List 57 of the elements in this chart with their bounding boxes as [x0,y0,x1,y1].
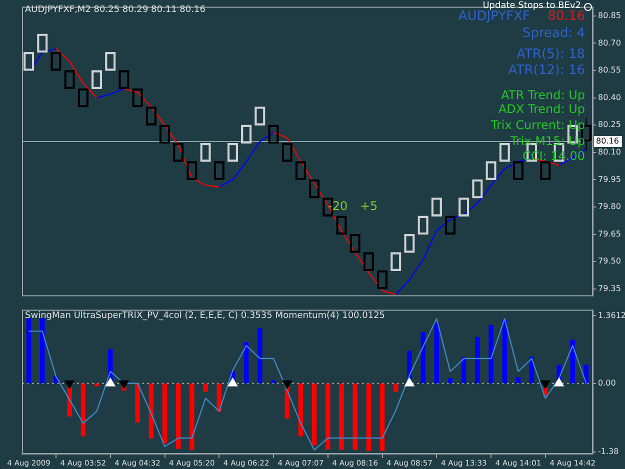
y-tick-label: 80.10 [598,147,621,156]
annotation: ATR(12): 16 [508,63,585,78]
bar [339,384,344,450]
y-tick-label: 79.35 [598,284,621,293]
bar [94,384,100,386]
bar [516,377,521,384]
bar [176,384,181,449]
annotation: -20 [328,199,348,214]
y-tick-label: 0.00 [598,378,616,388]
bar [380,384,385,451]
y-tick-label: -1.38 [598,447,619,456]
bar [244,342,249,384]
bar [40,318,45,384]
bar [420,332,426,384]
y-tick-label: 80.55 [598,66,621,75]
bar [162,384,168,444]
annotation: ADX Trend: Up [498,102,585,116]
bar [434,322,439,384]
annotation: 80.16 [548,9,585,24]
bar [26,318,32,384]
chart-title: AUDJPYFXF,M2 80.25 80.29 80.11 80.16 [25,5,206,15]
bar [148,384,154,438]
y-tick-label: 80.40 [598,92,621,102]
bar [462,357,466,384]
annotation: Update Stops to BEv2 [482,1,581,11]
bar [448,378,453,384]
annotation: Trix Current: Up [490,118,585,132]
bar [135,384,140,423]
y-tick-label: 80.85 [598,10,621,20]
annotation: ATR Trend: Up [501,88,585,102]
y-tick-label: 79.95 [598,174,621,184]
bar [326,384,330,450]
y-tick-label: 80.25 [598,120,621,130]
bar [394,384,398,392]
bar [352,384,358,450]
bar [271,380,276,384]
y-tick-label: 79.80 [598,202,621,212]
y-tick-label: 1.3612 [598,310,625,320]
chart-title: SwingMan UltraSuperTRIX_PV_4col (2, E,E,E, C) 0.3535 Momentum(4) 100.0125 [25,311,386,321]
bar [488,324,494,384]
bar [203,384,208,392]
annotation: AUDJPYFXF [458,9,530,24]
bar [190,384,194,450]
ref-line-label: 80.16 [596,136,619,146]
annotation: ATR(5): 18 [516,47,585,62]
bar [366,384,372,451]
bar [475,336,480,384]
y-tick-label: 79.65 [598,229,621,238]
y-tick-label: 79.50 [598,256,621,266]
bar [312,384,317,446]
annotation: Spread: 4 [522,26,585,42]
bar [258,328,262,384]
annotation: +5 [360,199,378,214]
y-tick-label: 80.70 [598,38,621,48]
bar [502,320,507,384]
bar [80,384,86,436]
bar [298,384,304,436]
